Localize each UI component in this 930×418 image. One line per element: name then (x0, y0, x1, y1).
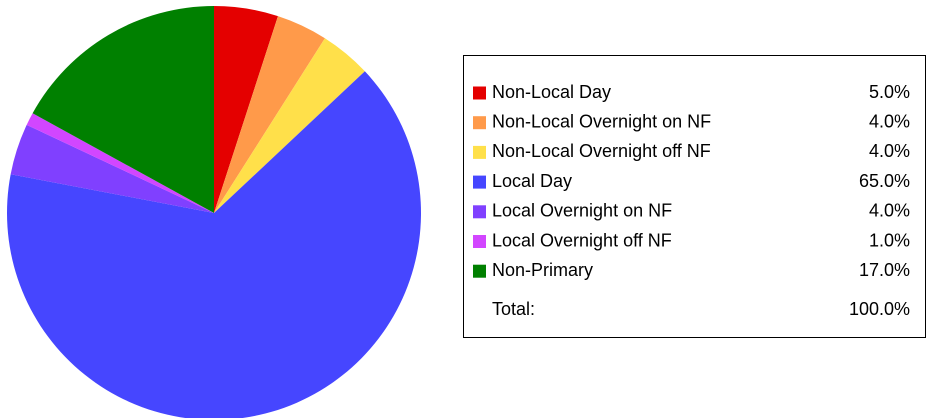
legend-swatch (473, 145, 486, 159)
legend-label: Local Overnight on NF (492, 201, 672, 221)
pie-slice (10, 124, 215, 213)
legend-swatch (473, 86, 486, 100)
legend-value: 4.0% (869, 111, 910, 131)
legend-value: 4.0% (869, 201, 910, 221)
legend-label: Non-Local Day (492, 82, 611, 102)
pie-slice (26, 113, 214, 213)
legend-box (463, 55, 926, 338)
pie-slice (7, 71, 421, 418)
legend-swatch (473, 116, 486, 130)
pie-slice (214, 6, 278, 213)
legend-swatch (473, 175, 486, 189)
legend-value: 5.0% (869, 82, 910, 102)
legend-label: Local Day (492, 171, 572, 191)
legend-label: Non-Local Overnight off NF (492, 141, 711, 161)
legend-label: Local Overnight off NF (492, 230, 672, 250)
pie-slice (214, 16, 325, 213)
legend-swatch (473, 205, 486, 219)
legend-swatch (473, 264, 486, 278)
pie-slice (214, 38, 365, 213)
legend-value: 17.0% (859, 260, 910, 280)
legend-value: 1.0% (869, 230, 910, 250)
total-label: Total: (492, 299, 535, 319)
total-value: 100.0% (849, 299, 910, 319)
pie-slice (32, 6, 214, 213)
legend-value: 4.0% (869, 141, 910, 161)
legend-label: Non-Primary (492, 260, 593, 280)
legend-label: Non-Local Overnight on NF (492, 111, 711, 131)
legend-value: 65.0% (859, 171, 910, 191)
legend-swatch (473, 235, 486, 248)
